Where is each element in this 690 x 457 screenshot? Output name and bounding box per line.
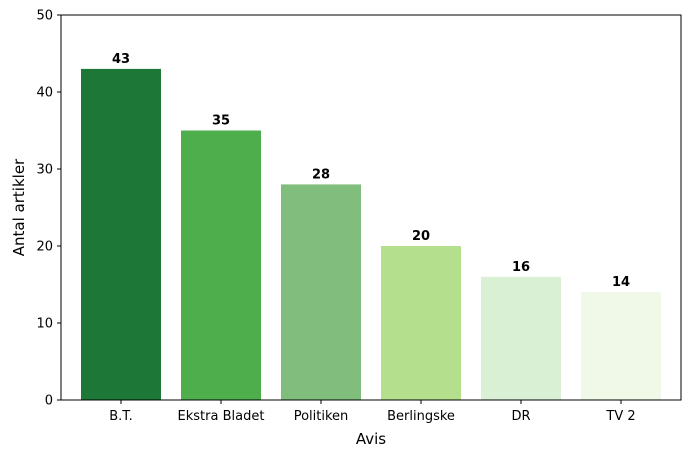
y-tick-label-3: 30 [36,163,53,178]
x-axis-title: Avis [356,430,386,448]
data-label-2: 28 [312,167,330,182]
x-tick-label-1: Ekstra Bladet [178,409,265,424]
x-tick-label-4: DR [511,409,530,424]
x-tick-label-3: Berlingske [387,409,455,424]
plot-frame [60,14,682,401]
bar-4 [481,276,561,400]
bar-2 [281,184,361,400]
y-axis: 0 10 20 30 40 50 [36,9,61,409]
x-tick-label-5: TV 2 [605,409,635,424]
y-tick-label-2: 20 [36,240,53,255]
x-tick-label-0: B.T. [109,409,133,424]
y-tick-label-0: 0 [45,394,53,409]
data-labels-group: 43 35 28 20 16 14 [112,52,630,290]
y-tick-label-5: 50 [36,9,53,24]
bar-5 [581,292,661,400]
y-axis-title: Antal artikler [10,158,28,256]
x-tick-label-2: Politiken [294,409,349,424]
bar-1 [181,130,261,400]
bars-group [81,68,661,401]
bar-3 [381,246,461,400]
y-tick-label-1: 10 [36,317,53,332]
y-tick-label-4: 40 [36,86,53,101]
data-label-3: 20 [412,229,430,244]
data-label-4: 16 [512,260,530,275]
bar-0 [81,68,161,401]
data-label-5: 14 [612,275,630,290]
data-label-0: 43 [112,52,130,67]
data-label-1: 35 [212,114,230,129]
x-axis: B.T. Ekstra Bladet Politiken Berlingske DR TV… [109,400,636,424]
